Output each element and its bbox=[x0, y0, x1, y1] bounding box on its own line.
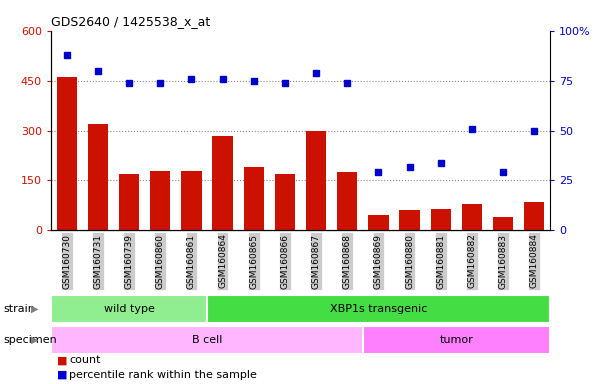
Text: ▶: ▶ bbox=[31, 304, 38, 314]
Text: GSM160860: GSM160860 bbox=[156, 233, 165, 288]
Text: ▶: ▶ bbox=[31, 335, 38, 345]
Text: GSM160882: GSM160882 bbox=[468, 233, 477, 288]
Text: wild type: wild type bbox=[103, 304, 154, 314]
Text: GSM160881: GSM160881 bbox=[436, 233, 445, 288]
Text: count: count bbox=[69, 355, 100, 365]
Bar bbox=[88, 124, 108, 230]
Bar bbox=[493, 217, 513, 230]
Bar bbox=[243, 167, 264, 230]
Text: GSM160866: GSM160866 bbox=[281, 233, 290, 288]
Bar bbox=[306, 131, 326, 230]
Text: B cell: B cell bbox=[192, 335, 222, 345]
Text: strain: strain bbox=[3, 304, 35, 314]
Bar bbox=[207, 295, 550, 323]
Text: specimen: specimen bbox=[3, 335, 56, 345]
Bar bbox=[524, 202, 545, 230]
Bar bbox=[182, 171, 201, 230]
Text: GSM160869: GSM160869 bbox=[374, 233, 383, 288]
Text: GSM160884: GSM160884 bbox=[530, 233, 539, 288]
Bar bbox=[150, 171, 170, 230]
Text: GSM160868: GSM160868 bbox=[343, 233, 352, 288]
Bar bbox=[51, 326, 363, 354]
Bar bbox=[368, 215, 389, 230]
Text: GDS2640 / 1425538_x_at: GDS2640 / 1425538_x_at bbox=[51, 15, 210, 28]
Bar bbox=[462, 204, 482, 230]
Text: GSM160880: GSM160880 bbox=[405, 233, 414, 288]
Text: GSM160883: GSM160883 bbox=[499, 233, 508, 288]
Text: tumor: tumor bbox=[439, 335, 473, 345]
Text: GSM160864: GSM160864 bbox=[218, 233, 227, 288]
Text: GSM160867: GSM160867 bbox=[311, 233, 320, 288]
Bar bbox=[56, 77, 77, 230]
Bar bbox=[363, 326, 550, 354]
Bar bbox=[119, 174, 139, 230]
Bar bbox=[431, 209, 451, 230]
Text: GSM160739: GSM160739 bbox=[124, 233, 133, 288]
Text: ■: ■ bbox=[57, 355, 67, 365]
Bar bbox=[337, 172, 358, 230]
Text: GSM160731: GSM160731 bbox=[93, 233, 102, 288]
Text: GSM160730: GSM160730 bbox=[62, 233, 71, 288]
Text: GSM160865: GSM160865 bbox=[249, 233, 258, 288]
Bar bbox=[51, 295, 207, 323]
Bar bbox=[212, 136, 233, 230]
Text: GSM160861: GSM160861 bbox=[187, 233, 196, 288]
Bar bbox=[400, 210, 419, 230]
Text: percentile rank within the sample: percentile rank within the sample bbox=[69, 370, 257, 380]
Bar bbox=[275, 174, 295, 230]
Text: ■: ■ bbox=[57, 370, 67, 380]
Text: XBP1s transgenic: XBP1s transgenic bbox=[330, 304, 427, 314]
